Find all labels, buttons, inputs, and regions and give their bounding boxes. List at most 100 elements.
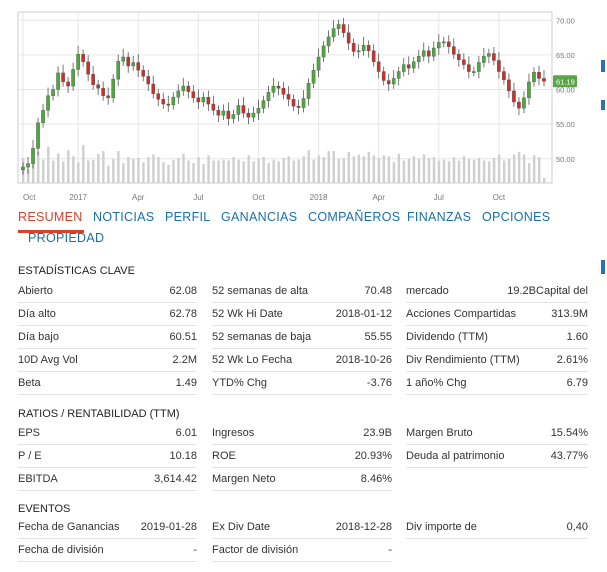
candle-body xyxy=(21,166,25,171)
volume-bar xyxy=(502,160,506,183)
candle-body xyxy=(101,87,105,96)
candle-body xyxy=(236,105,241,115)
volume-bar xyxy=(287,156,290,183)
volume-bar xyxy=(452,157,456,183)
last-price-label: 61.19 xyxy=(556,77,575,86)
volume-bar xyxy=(292,160,295,183)
x-tick-label: Jul xyxy=(193,193,203,202)
volume-bar xyxy=(137,157,140,183)
candle-body xyxy=(321,45,326,58)
tab-propiedad[interactable]: PROPIEDAD xyxy=(28,231,105,245)
volume-bar xyxy=(77,162,80,183)
tab-finanzas[interactable]: FINANZAS xyxy=(407,210,472,224)
tab-perfil[interactable]: PERFIL xyxy=(165,210,211,224)
stat-value: -3.76 xyxy=(366,377,392,389)
candle-body xyxy=(251,112,256,118)
y-tick-label: 60.00 xyxy=(556,86,575,95)
volume-bar xyxy=(272,159,275,183)
candle-body xyxy=(396,71,401,79)
candle-body xyxy=(96,84,100,89)
candle-body xyxy=(426,50,431,57)
stat-value: 6.01 xyxy=(175,427,197,439)
candle-body xyxy=(286,94,291,100)
candle-body xyxy=(276,85,281,89)
stat-label: 52 semanas de alta xyxy=(212,285,309,297)
candle-body xyxy=(256,108,261,114)
stat-row: Ingresos 23.9B xyxy=(212,422,392,445)
volume-bar xyxy=(107,165,110,183)
candle-body xyxy=(51,89,55,96)
stat-label: 52 Wk Hi Date xyxy=(212,308,283,320)
candle-body xyxy=(452,46,456,55)
stat-label: Div Rendimiento (TTM) xyxy=(406,354,520,366)
volume-bar xyxy=(27,169,30,183)
stat-value: 6.79 xyxy=(566,377,588,389)
tab-resumen[interactable]: RESUMEN xyxy=(18,210,83,224)
stat-value: 10.18 xyxy=(169,450,197,462)
stat-row: Factor de división - xyxy=(212,539,392,562)
volume-bar xyxy=(347,151,351,183)
volume-bar xyxy=(307,150,310,183)
volume-bar xyxy=(342,157,346,183)
candle-body xyxy=(366,45,371,51)
tab-ganancias[interactable]: GANANCIAS xyxy=(221,210,298,224)
candle-body xyxy=(431,47,436,57)
candle-body xyxy=(116,60,120,80)
volume-bar xyxy=(127,157,130,183)
stat-label: Día bajo xyxy=(18,331,59,343)
volume-bar xyxy=(212,160,215,183)
candle-body xyxy=(442,41,446,44)
stat-label: Factor de división xyxy=(212,544,299,556)
stat-row: Ex Div Date 2018-12-28 xyxy=(212,516,392,539)
stat-value: 8.46% xyxy=(360,473,392,485)
candle-body xyxy=(61,72,65,83)
volume-bar xyxy=(357,154,361,183)
y-tick-label: 65.00 xyxy=(556,51,575,60)
stat-label: Beta xyxy=(18,377,41,389)
y-tick-label: 70.00 xyxy=(556,16,575,25)
volume-bar xyxy=(32,155,35,183)
volume-bar xyxy=(407,158,411,183)
stat-row: Día alto 62.78 xyxy=(18,303,197,326)
stat-label: EPS xyxy=(18,427,41,439)
tab-compañeros[interactable]: COMPAÑEROS xyxy=(308,210,401,224)
x-tick-label: Jul xyxy=(434,193,444,202)
section-title-events: EVENTOS xyxy=(18,503,71,515)
tab-noticias[interactable]: NOTICIAS xyxy=(93,210,155,224)
candle-body xyxy=(261,100,266,109)
stat-label: Acciones Compartidas xyxy=(406,308,517,320)
candle-body xyxy=(416,56,421,63)
stat-value: 3,614.42 xyxy=(154,473,197,485)
stat-value: 62.78 xyxy=(169,308,197,320)
volume-bar xyxy=(417,158,421,183)
stat-label: Día alto xyxy=(18,308,56,320)
candle-body xyxy=(226,110,231,119)
tab-opciones[interactable]: OPCIONES xyxy=(482,210,551,224)
stat-label: Dividendo (TTM) xyxy=(406,331,488,343)
volume-bar xyxy=(222,159,225,183)
stat-row: Dividendo (TTM) 1.60 xyxy=(406,326,588,349)
volume-bar xyxy=(47,146,50,183)
candle-body xyxy=(512,90,516,103)
volume-bar xyxy=(157,157,160,183)
volume-bar xyxy=(67,150,70,183)
x-tick-label: 2018 xyxy=(310,193,328,202)
stat-value: 2018-01-12 xyxy=(335,308,392,320)
candle-body xyxy=(421,50,426,57)
candle-body xyxy=(371,50,376,63)
volume-bar xyxy=(117,151,120,183)
x-tick-label: Apr xyxy=(372,193,385,202)
candle-body xyxy=(106,95,110,99)
volume-bar xyxy=(202,164,205,183)
candle-body xyxy=(41,110,45,123)
volume-bar xyxy=(517,151,521,183)
candle-body xyxy=(487,53,491,57)
stat-row: EBITDA 3,614.42 xyxy=(18,468,197,491)
volume-bar xyxy=(152,154,155,183)
candle-body xyxy=(326,36,331,47)
stat-value: 19.2BCapital del xyxy=(507,285,588,297)
candle-body xyxy=(381,71,386,81)
candle-body xyxy=(76,54,80,70)
candle-body xyxy=(31,148,35,164)
candle-body xyxy=(411,61,416,69)
